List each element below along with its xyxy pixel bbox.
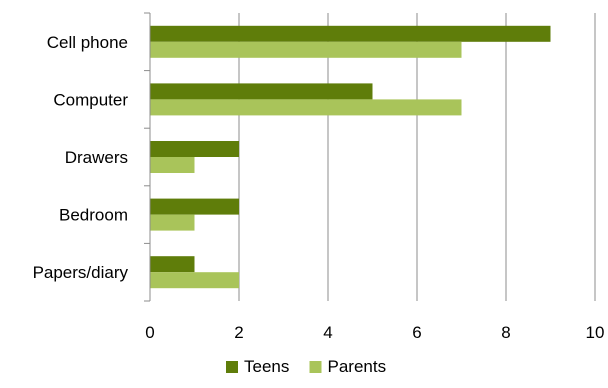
x-tick-label: 4 [323, 323, 332, 342]
category-label: Papers/diary [33, 263, 129, 282]
bar-parents [150, 157, 195, 173]
axes [144, 12, 151, 302]
legend-label-parents: Parents [328, 357, 387, 376]
category-label: Drawers [65, 148, 128, 167]
category-label: Bedroom [59, 206, 128, 225]
x-tick-label: 0 [145, 323, 154, 342]
x-tick-label: 8 [501, 323, 510, 342]
bar-teens [150, 198, 239, 215]
category-labels: Cell phone Computer Drawers Bedroom Papers/d… [33, 33, 129, 282]
bar-parents [150, 41, 462, 58]
bars [150, 25, 551, 289]
legend: Teens Parents [226, 357, 386, 376]
legend-swatch-teens [226, 361, 238, 373]
x-tick-label: 6 [412, 323, 421, 342]
legend-label-teens: Teens [244, 357, 289, 376]
legend-swatch-parents [309, 361, 322, 373]
x-tick-label: 2 [234, 323, 243, 342]
bar-parents [150, 272, 239, 289]
x-tick-label: 10 [586, 323, 605, 342]
bar-teens [150, 83, 373, 100]
category-label: Cell phone [47, 33, 128, 52]
category-label: Computer [53, 90, 128, 109]
bar-teens [150, 256, 195, 273]
x-tick-labels: 0 2 4 6 8 10 [145, 323, 604, 342]
gridlines [238, 13, 596, 301]
bar-teens [150, 25, 551, 42]
bar-parents [150, 214, 195, 231]
bar-teens [150, 141, 239, 157]
bar-parents [150, 99, 462, 116]
